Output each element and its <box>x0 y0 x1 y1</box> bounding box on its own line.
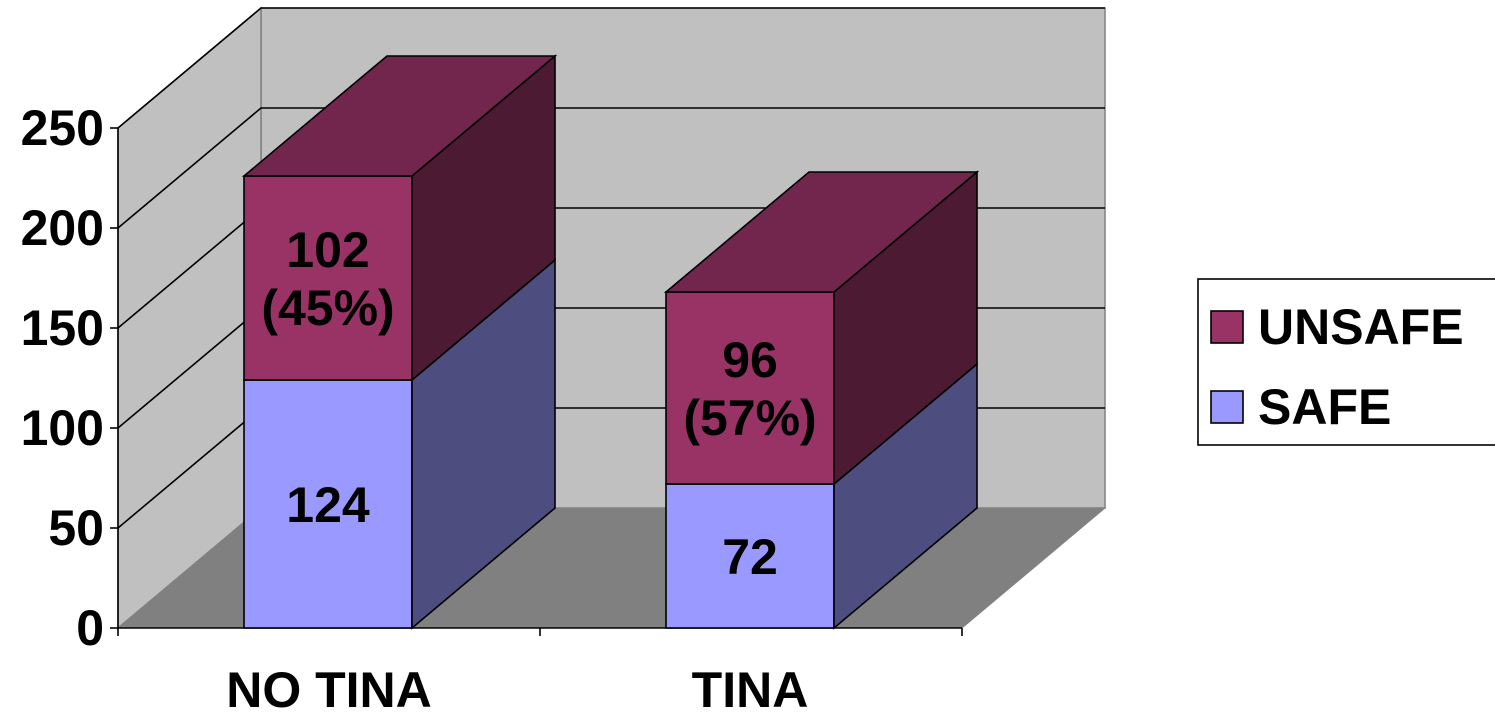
bar-front-face <box>665 291 835 485</box>
bar-segment <box>241 54 558 382</box>
bar-segment <box>665 362 978 630</box>
legend-swatch <box>1210 310 1244 344</box>
bar-segment <box>243 258 556 630</box>
x-category-label: NO TINA <box>226 662 432 713</box>
data-label: (45%) <box>261 280 394 336</box>
y-tick-label: 200 <box>21 200 104 256</box>
y-tick-label: 50 <box>48 500 104 556</box>
data-label: 96 <box>722 332 778 388</box>
legend-label: SAFE <box>1258 379 1391 435</box>
gridline <box>117 107 1105 229</box>
bars <box>241 54 980 630</box>
y-tick-label: 150 <box>21 300 104 356</box>
legend-swatch <box>1210 390 1244 424</box>
bar-top-face <box>663 171 980 293</box>
data-label: 102 <box>286 222 369 278</box>
y-tick-label: 0 <box>76 600 104 656</box>
data-labels: 124 102(45%) 72 96(57%) <box>261 222 816 585</box>
gridline <box>117 7 1105 129</box>
bar-segment <box>663 170 980 486</box>
data-label: (57%) <box>683 390 816 446</box>
bar-top-face <box>241 55 558 177</box>
data-label: 72 <box>722 529 778 585</box>
legend: UNSAFE SAFE <box>1197 278 1495 446</box>
bar-front-face <box>665 483 835 629</box>
x-category-label: TINA <box>692 662 809 713</box>
y-tick-label: 250 <box>21 100 104 156</box>
y-tick-label: 100 <box>21 400 104 456</box>
legend-label: UNSAFE <box>1258 299 1464 355</box>
legend-box <box>1197 278 1495 446</box>
data-label: 124 <box>286 477 370 533</box>
bar-front-face <box>243 175 413 381</box>
bar-front-face <box>243 379 413 629</box>
